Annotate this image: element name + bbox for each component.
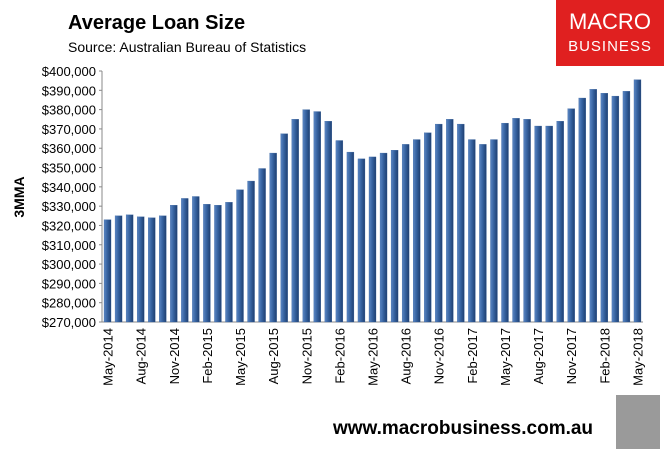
bar	[446, 119, 454, 323]
x-tick-label: Aug-2017	[531, 328, 546, 384]
logo-text: BUSINESS	[568, 38, 652, 55]
bar	[258, 168, 266, 323]
bar	[291, 119, 299, 323]
bar	[324, 121, 332, 323]
x-tick-label: May-2018	[630, 328, 645, 386]
bar	[567, 108, 575, 323]
bar	[302, 109, 310, 323]
bar	[413, 139, 421, 323]
x-tick-label: Feb-2018	[597, 328, 612, 384]
bar	[556, 121, 564, 323]
bar	[589, 89, 597, 323]
bar	[335, 140, 344, 323]
logo-box	[556, 0, 664, 66]
bar	[368, 156, 377, 323]
chart-title: Average Loan Size	[68, 12, 245, 34]
bar	[136, 216, 145, 323]
y-tick-label: $290,000	[42, 276, 96, 291]
y-tick-label: $350,000	[42, 161, 96, 176]
y-tick-label: $310,000	[42, 238, 96, 253]
y-tick-label: $370,000	[42, 122, 96, 137]
y-axis-title: 3MMA	[11, 176, 27, 217]
bar	[170, 205, 178, 323]
footer-url: www.macrobusiness.com.au	[332, 418, 593, 439]
x-tick-label: Aug-2014	[134, 328, 149, 384]
bar	[357, 158, 366, 323]
bar	[225, 202, 233, 323]
x-tick-label: Aug-2015	[266, 328, 281, 384]
x-tick-label: Nov-2017	[564, 328, 579, 384]
bar	[159, 215, 167, 323]
y-tick-label: $360,000	[42, 141, 96, 156]
bar	[523, 119, 531, 323]
bar	[236, 189, 244, 323]
y-tick-label: $280,000	[42, 296, 96, 311]
bar	[501, 122, 509, 323]
chart-subtitle: Source: Australian Bureau of Statistics	[68, 39, 306, 55]
logo-text: MACRO	[569, 9, 651, 34]
bar	[490, 139, 498, 323]
x-tick-label: Feb-2017	[465, 328, 480, 384]
x-tick-label: May-2014	[101, 328, 116, 386]
x-tick-label: Aug-2016	[399, 328, 414, 384]
y-tick-label: $340,000	[42, 180, 96, 195]
bar	[457, 123, 465, 323]
bar	[103, 219, 112, 323]
bar	[181, 198, 189, 323]
x-tick-label: Nov-2016	[432, 328, 447, 384]
bar	[401, 144, 410, 323]
bar	[214, 205, 222, 323]
y-tick-label: $380,000	[42, 103, 96, 118]
bar	[390, 150, 399, 323]
bar	[203, 204, 211, 323]
bar	[192, 196, 200, 323]
bar	[424, 132, 432, 323]
y-tick-label: $300,000	[42, 257, 96, 272]
bar	[114, 215, 123, 323]
bar	[313, 111, 321, 323]
y-tick-label: $390,000	[42, 83, 96, 98]
x-tick-label: Nov-2014	[167, 328, 182, 384]
x-tick-label: May-2016	[366, 328, 381, 386]
y-tick-label: $270,000	[42, 315, 96, 330]
bar	[479, 144, 487, 323]
bar	[633, 79, 642, 323]
y-tick-label: $320,000	[42, 218, 96, 233]
y-tick-label: $330,000	[42, 199, 96, 214]
y-tick-label: $400,000	[42, 64, 96, 79]
bar	[600, 93, 609, 323]
x-tick-label: May-2015	[233, 328, 248, 386]
bar	[468, 139, 476, 323]
bar	[512, 118, 520, 323]
bar	[622, 91, 631, 323]
bar	[280, 133, 288, 323]
bar	[534, 125, 542, 323]
bar	[269, 152, 277, 323]
wolf-icon	[616, 395, 660, 449]
bar	[545, 125, 553, 323]
bar	[346, 151, 355, 323]
bar	[611, 95, 620, 323]
bar	[125, 214, 134, 323]
x-tick-label: Feb-2015	[200, 328, 215, 384]
bar	[247, 180, 255, 323]
bar	[379, 152, 388, 323]
x-tick-label: Nov-2015	[299, 328, 314, 384]
x-tick-label: Feb-2016	[332, 328, 347, 384]
bar	[148, 217, 156, 323]
x-tick-label: May-2017	[498, 328, 513, 386]
bar	[578, 97, 586, 323]
bar	[435, 123, 443, 323]
